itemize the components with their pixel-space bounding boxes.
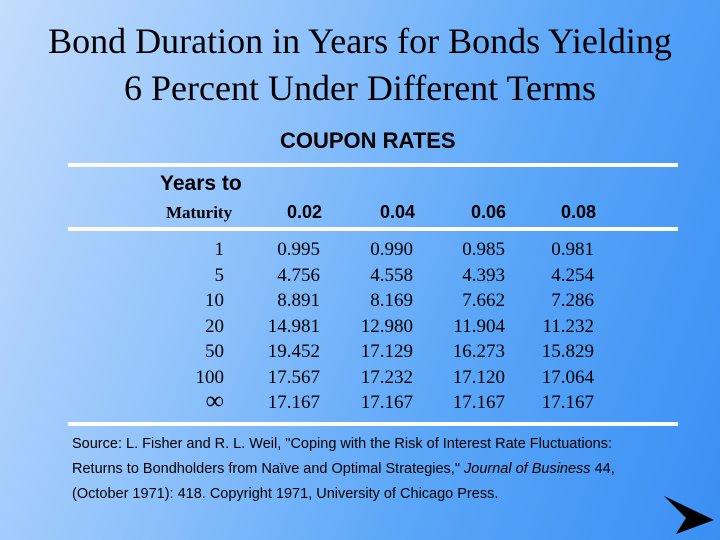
source-citation: Source: L. Fisher and R. L. Weil, "Copin…: [72, 432, 682, 507]
source-line-2-volume: 44,: [590, 461, 615, 477]
journal-name: Journal of Business: [464, 461, 591, 477]
duration-cell: 0.985: [462, 239, 505, 260]
duration-cell: 0.990: [370, 239, 413, 260]
maturity-cell: 10: [205, 290, 224, 311]
duration-cell: 17.232: [360, 366, 413, 388]
duration-cell: 17.567: [267, 366, 320, 388]
rate-header-1: 0.04: [379, 202, 415, 222]
duration-cell: 12.980: [360, 315, 413, 337]
duration-cell: 4.756: [277, 264, 320, 286]
rate-header-2: 0.06: [470, 202, 506, 222]
table-bottom-rule: [68, 422, 678, 426]
source-line-2: Returns to Bondholders from Naïve and Op…: [72, 457, 682, 482]
duration-cell: 4.254: [551, 264, 594, 286]
next-arrow-icon[interactable]: [662, 494, 716, 536]
duration-cell: 7.286: [551, 290, 594, 311]
duration-cell: 11.904: [453, 315, 505, 337]
duration-cell: 17.167: [360, 392, 413, 413]
slide-title-line-2: 6 Percent Under Different Terms: [124, 68, 596, 108]
duration-cell: 0.995: [277, 239, 320, 260]
source-line-1: Source: L. Fisher and R. L. Weil, "Copin…: [72, 436, 613, 452]
duration-cell: 17.064: [541, 366, 594, 388]
duration-cell: 15.829: [541, 341, 594, 362]
slide-title: Bond Duration in Years for Bonds Yieldin…: [0, 18, 720, 112]
maturity-cell: 1: [214, 239, 225, 260]
duration-cell: 17.167: [452, 392, 505, 413]
rate-header-0: 0.02: [286, 202, 322, 222]
duration-cell: 17.167: [541, 392, 594, 413]
duration-cell: 4.558: [370, 264, 413, 286]
duration-cell: 17.129: [360, 341, 413, 362]
slide-title-line-1: Bond Duration in Years for Bonds Yieldin…: [48, 21, 672, 61]
duration-cell: 11.232: [542, 315, 594, 337]
row-header-years-to: Years to: [160, 172, 242, 195]
maturity-cell: 50: [205, 341, 224, 362]
table-top-rule: [68, 163, 678, 167]
duration-cell: 8.169: [370, 290, 413, 311]
source-line-2-text: Returns to Bondholders from Naïve and Op…: [72, 461, 465, 477]
duration-cell: 4.393: [462, 264, 505, 286]
maturity-cell: 5: [214, 264, 225, 286]
maturity-cell: ∞: [205, 386, 224, 415]
duration-cell: 0.981: [551, 239, 594, 260]
duration-cell: 19.452: [267, 341, 320, 362]
duration-cell: 16.273: [452, 341, 505, 362]
duration-cell: 8.891: [277, 290, 320, 311]
rate-header-3: 0.08: [560, 202, 596, 222]
table-header-rule: [68, 227, 678, 231]
row-header-maturity: Maturity: [166, 203, 233, 222]
maturity-cell: 100: [195, 366, 225, 388]
duration-cell: 7.662: [462, 290, 505, 311]
maturity-cell: 20: [205, 315, 224, 337]
duration-cell: 17.167: [267, 392, 320, 413]
duration-cell: 17.120: [452, 366, 505, 388]
coupon-rates-heading: COUPON RATES: [280, 128, 456, 153]
source-line-3: (October 1971): 418. Copyright 1971, Uni…: [72, 486, 499, 502]
duration-cell: 14.981: [267, 315, 320, 337]
